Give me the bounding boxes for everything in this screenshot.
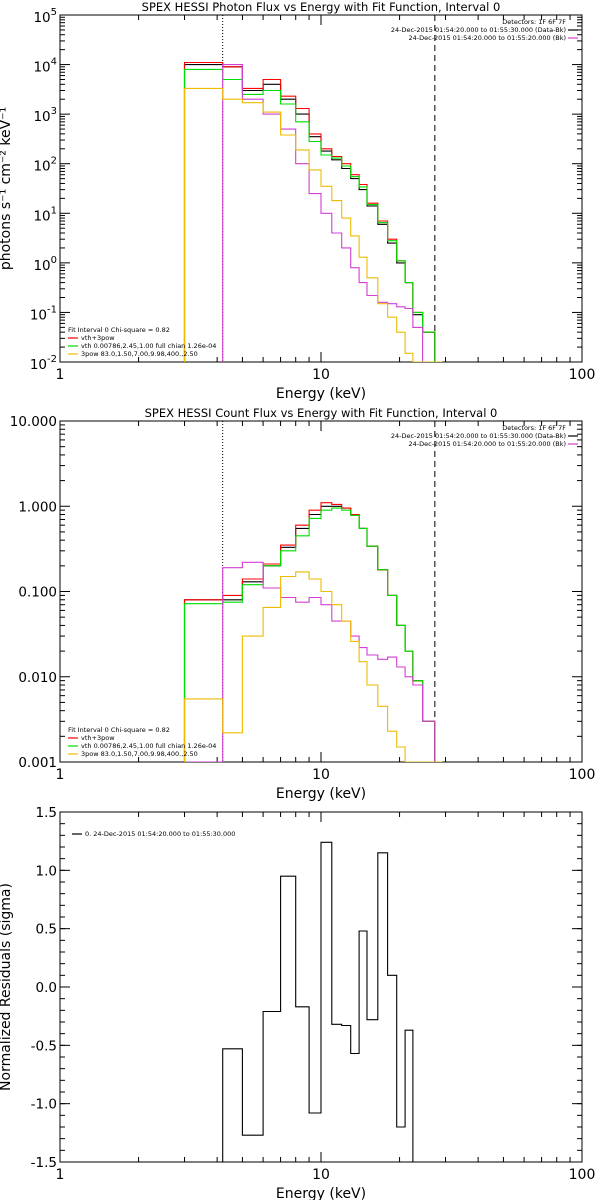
- y-tick-label: 10-2: [30, 354, 57, 373]
- series-group: [222, 841, 414, 1162]
- residuals-chart: 1 10 100 Energy (keV) -1.5 -1.0 -0.5 0.0 0.5 1.0 1…: [0, 805, 595, 1200]
- legend-text: Fit Interval 0 Chi-square = 0.82: [68, 326, 170, 334]
- legend-text: 24-Dec-2015 01:54:20.000 to 01:55:30.000…: [391, 432, 566, 440]
- y-tick-exponent: 1: [51, 205, 57, 216]
- y-axis-label: photons s⁻¹ cm⁻² keV⁻¹: [0, 107, 14, 270]
- series-line-4: [183, 87, 443, 362]
- y-tick-base: 10: [33, 258, 50, 274]
- legend-text: 3pow 83.0,1.50,7.00,9.98,400.,2.50: [81, 750, 198, 758]
- series-group: [183, 61, 443, 362]
- y-tick-base: 10: [30, 357, 47, 373]
- y-tick-label: 0.0: [36, 980, 57, 996]
- x-axis-label: Energy (keV): [276, 1186, 366, 1200]
- y-axis-label: Normalized Residuals (sigma): [0, 883, 14, 1091]
- chart-title: SPEX HESSI Photon Flux vs Energy with Fi…: [142, 0, 501, 14]
- y-tick-label: 105: [33, 7, 57, 26]
- legend-text: Detectors: 1F 6F 7F: [502, 18, 566, 26]
- y-tick-label: 101: [33, 205, 57, 224]
- y-tick-exponent: 5: [51, 7, 57, 18]
- y-tick-exponent: 4: [51, 57, 57, 68]
- legend-text: 3pow 83.0,1.50,7.00,9.98,400.,2.50: [81, 350, 198, 358]
- series-line-3: [183, 561, 443, 762]
- series-line-2: [183, 68, 443, 362]
- x-tick-label: 1: [56, 1167, 65, 1183]
- x-tick-label: 1: [56, 767, 65, 783]
- x-axis-label: Energy (keV): [276, 786, 366, 802]
- y-tick-label: 0.100: [18, 585, 57, 601]
- y-tick-exponent: -1: [47, 304, 57, 315]
- y-tick-label: 104: [33, 57, 57, 76]
- count-flux-chart: SPEX HESSI Count Flux vs Energy with Fit…: [10, 406, 596, 802]
- legend-text: 24-Dec-2015 01:54:20.000 to 01:55:30.000…: [391, 26, 566, 34]
- chart-title: SPEX HESSI Count Flux vs Energy with Fit…: [145, 406, 498, 420]
- y-tick-exponent: 0: [51, 255, 57, 266]
- x-tick-label: 100: [569, 367, 596, 383]
- y-tick-exponent: 2: [51, 156, 57, 167]
- y-tick-label: -1.0: [31, 1097, 57, 1113]
- x-tick-label: 1: [56, 367, 65, 383]
- x-tick-label: 10: [312, 367, 330, 383]
- y-tick-exponent: 3: [51, 106, 57, 117]
- y-tick-label: 0.001: [18, 755, 57, 771]
- plot-frame: [59, 14, 583, 363]
- y-tick-exponent: -2: [47, 354, 57, 365]
- series-group: [183, 502, 443, 762]
- y-tick-base: 10: [33, 159, 50, 175]
- legend-text: vth 0.00786,2.45,1.00 full chian 1.26e-0…: [81, 342, 216, 350]
- legend-text: Fit Interval 0 Chi-square = 0.82: [68, 726, 170, 734]
- y-tick-base: 10: [30, 307, 47, 323]
- y-tick-label: 100: [33, 255, 57, 274]
- x-tick-label: 10: [312, 1167, 330, 1183]
- legend-text: vth+3pow: [81, 734, 115, 742]
- y-tick-label: 0.5: [36, 922, 57, 938]
- series-line-3: [222, 64, 443, 362]
- legend-text: vth 0.00786,2.45,1.00 full chian 1.26e-0…: [81, 742, 216, 750]
- legend-text: 0. 24-Dec-2015 01:54:20.000 to 01:55:30.…: [85, 830, 235, 838]
- legend-text: 24-Dec-2015 01:54:20.000 to 01:55:20.000…: [409, 34, 567, 42]
- y-tick-label: 102: [33, 156, 57, 175]
- y-tick-base: 10: [33, 109, 50, 125]
- x-tick-label: 100: [569, 1167, 596, 1183]
- legend-text: 24-Dec-2015 01:54:20.000 to 01:55:20.000…: [409, 440, 567, 448]
- y-tick-label: 103: [33, 106, 57, 125]
- y-tick-label: -1.5: [31, 1155, 57, 1171]
- y-tick-label: -0.5: [31, 1038, 57, 1054]
- y-tick-label: 10.000: [10, 414, 57, 430]
- x-tick-label: 10: [312, 767, 330, 783]
- x-tick-label: 100: [569, 767, 596, 783]
- series-line-0: [222, 841, 414, 1162]
- photon-flux-chart: SPEX HESSI Photon Flux vs Energy with Fi…: [0, 0, 595, 402]
- y-tick-label: 1.5: [36, 805, 57, 821]
- x-axis-label: Energy (keV): [276, 386, 366, 402]
- y-tick-label: 10-1: [30, 304, 57, 323]
- series-line-4: [183, 571, 443, 762]
- y-tick-base: 10: [33, 10, 50, 26]
- y-tick-base: 10: [33, 60, 50, 76]
- y-tick-label: 1.0: [36, 863, 57, 879]
- y-tick-label: 1.000: [18, 499, 57, 515]
- legend-text: Detectors: 1F 6F 7F: [502, 424, 566, 432]
- legend-text: vth+3pow: [81, 334, 115, 342]
- y-tick-label: 0.010: [18, 670, 57, 686]
- y-tick-base: 10: [33, 208, 50, 224]
